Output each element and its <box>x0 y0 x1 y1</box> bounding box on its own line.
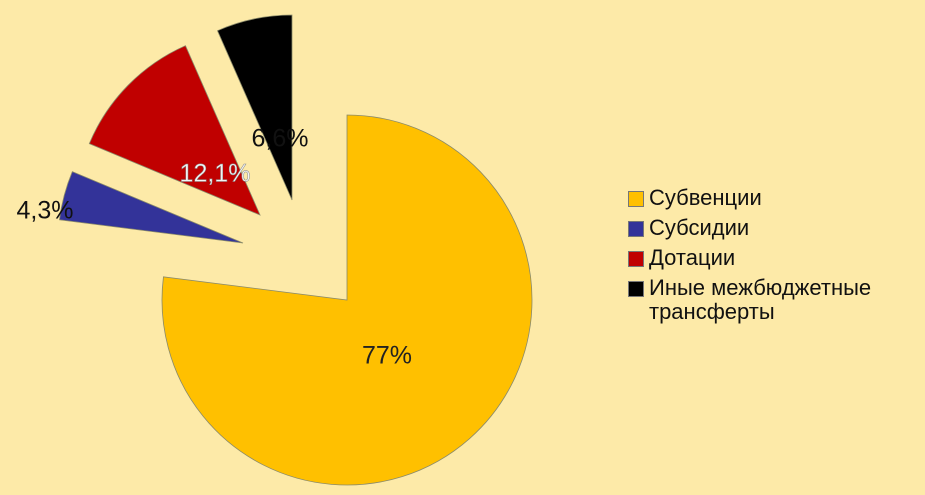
legend-swatch <box>628 251 644 267</box>
legend-swatch <box>628 221 644 237</box>
pie-slice <box>88 45 261 216</box>
legend-item: Субсидии <box>628 216 923 240</box>
legend-item: Дотации <box>628 246 923 270</box>
data-label: 12,1% <box>180 160 251 188</box>
legend-item: Иные межбюджетные трансферты <box>628 276 923 324</box>
data-label: 77% <box>362 342 412 370</box>
legend-swatch <box>628 191 644 207</box>
pie-slice <box>59 171 244 244</box>
legend-swatch <box>628 281 644 297</box>
legend-item: Субвенции <box>628 186 923 210</box>
pie-slice <box>161 114 533 486</box>
pie-slice <box>216 14 293 201</box>
legend-label: Субвенции <box>649 185 762 210</box>
legend-label: Иные межбюджетные трансферты <box>649 275 872 324</box>
data-label: 6,6% <box>252 125 309 153</box>
data-label: 4,3% <box>17 197 74 225</box>
legend-label: Субсидии <box>649 215 750 240</box>
legend: Субвенции Субсидии Дотации Иные межбюджетны… <box>628 186 923 330</box>
legend-label: Дотации <box>649 245 736 270</box>
